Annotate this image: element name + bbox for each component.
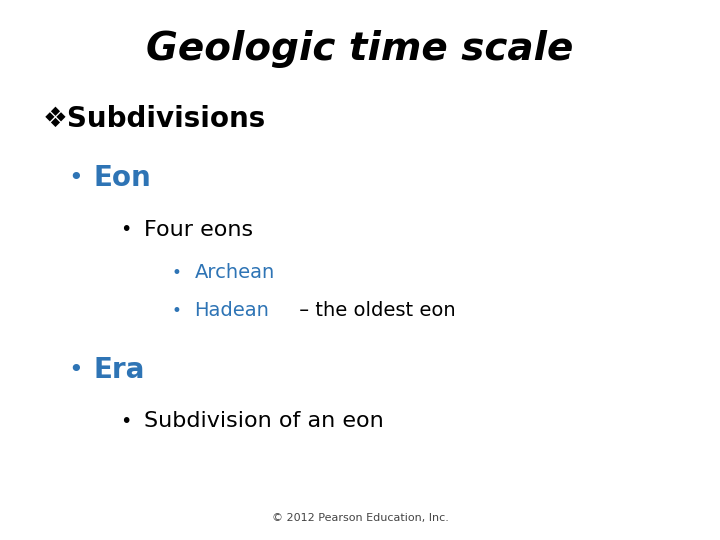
Text: •: •: [120, 411, 132, 431]
Text: Era: Era: [94, 356, 145, 384]
Text: •: •: [171, 264, 181, 282]
Text: Four eons: Four eons: [144, 219, 253, 240]
Text: © 2012 Pearson Education, Inc.: © 2012 Pearson Education, Inc.: [271, 514, 449, 523]
Text: Eon: Eon: [94, 164, 151, 192]
Text: Archean: Archean: [194, 263, 274, 282]
Text: Hadean: Hadean: [194, 301, 269, 320]
Text: – the oldest eon: – the oldest eon: [293, 301, 456, 320]
Text: Subdivision of an eon: Subdivision of an eon: [144, 411, 384, 431]
Text: ❖Subdivisions: ❖Subdivisions: [43, 105, 266, 133]
Text: •: •: [120, 220, 132, 239]
Text: •: •: [171, 301, 181, 320]
Text: •: •: [68, 166, 83, 190]
Text: Geologic time scale: Geologic time scale: [146, 30, 574, 68]
Text: •: •: [68, 358, 83, 382]
